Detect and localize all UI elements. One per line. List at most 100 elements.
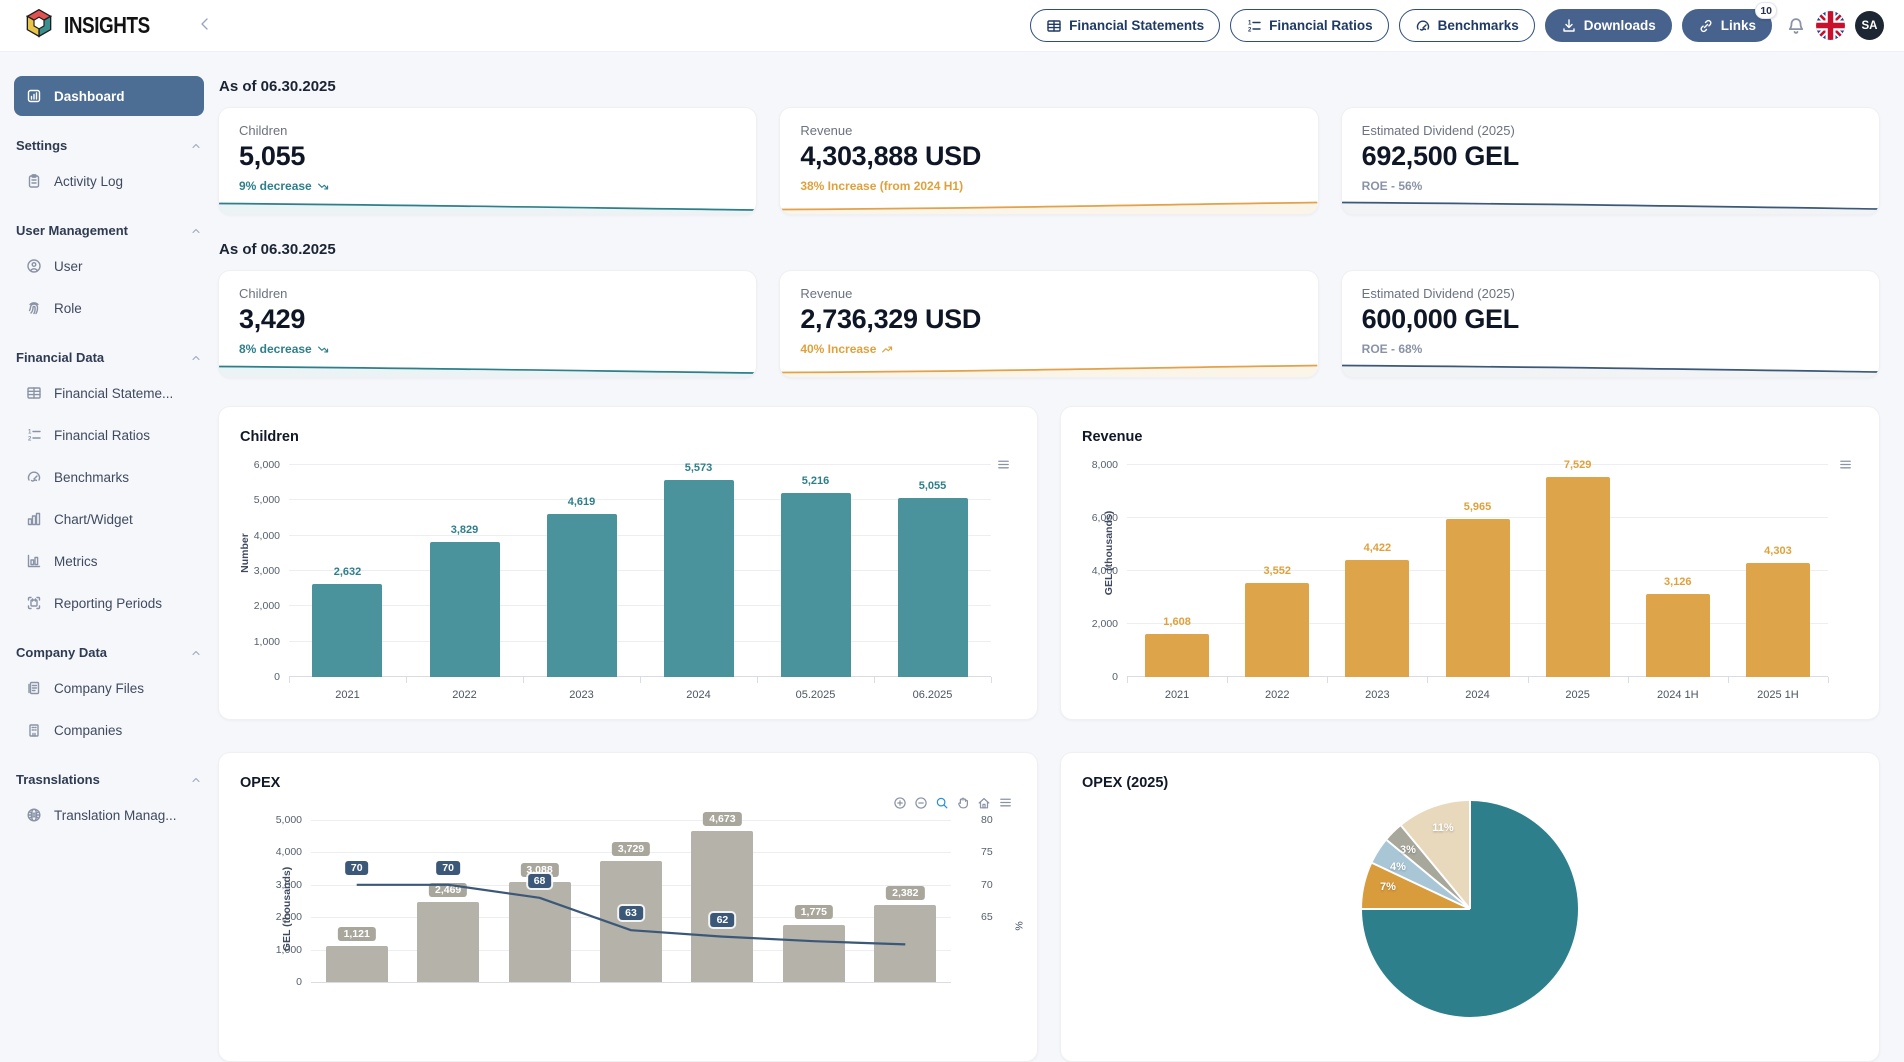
y-axis-label: GEL (thousands) bbox=[1103, 511, 1115, 595]
svg-text:2: 2 bbox=[1248, 27, 1252, 33]
x-axis-tick-label: 2022 bbox=[1265, 689, 1289, 701]
sidebar-item-translation-manag-[interactable]: Translation Manag... bbox=[14, 795, 204, 835]
button-label: Links bbox=[1721, 18, 1756, 33]
sidebar-item-role[interactable]: Role bbox=[14, 288, 204, 328]
bar-value-label: 5,573 bbox=[685, 462, 713, 474]
sidebar-collapse-button[interactable] bbox=[197, 16, 213, 36]
sidebar-section-financial-data[interactable]: Financial Data bbox=[16, 350, 202, 365]
x-axis-tick-mark bbox=[1327, 677, 1328, 683]
gridline bbox=[311, 820, 951, 821]
bar-value-label: 5,055 bbox=[919, 480, 947, 492]
svg-text:1: 1 bbox=[28, 430, 32, 436]
x-axis-tick-mark bbox=[1828, 677, 1829, 683]
chart-menu-icon[interactable] bbox=[996, 457, 1011, 475]
sidebar-item-financial-stateme-[interactable]: Financial Stateme... bbox=[14, 373, 204, 413]
bar-value-label: 4,619 bbox=[568, 496, 596, 508]
sidebar-item-company-files[interactable]: Company Files bbox=[14, 668, 204, 708]
sidebar-section-trasnslations[interactable]: Trasnslations bbox=[16, 772, 202, 787]
user-avatar[interactable]: SA bbox=[1855, 11, 1884, 40]
gridline bbox=[1127, 517, 1828, 518]
menu-icon[interactable] bbox=[998, 795, 1013, 810]
sidebar-section-title: Financial Data bbox=[16, 350, 104, 365]
chevron-up-icon bbox=[190, 774, 202, 786]
as-of-label: As of 06.30.2025 bbox=[219, 241, 1880, 258]
pie-slice-label: 7% bbox=[1380, 881, 1396, 893]
insights-logo-icon bbox=[24, 8, 54, 43]
sidebar-item-dashboard[interactable]: Dashboard bbox=[14, 76, 204, 116]
opex-line-value-chip: 70 bbox=[436, 861, 460, 875]
x-axis-tick-mark bbox=[1528, 677, 1529, 683]
sidebar-section-settings[interactable]: Settings bbox=[16, 138, 202, 153]
kpi-sparkline bbox=[1342, 362, 1879, 377]
sidebar-item-benchmarks[interactable]: Benchmarks bbox=[14, 457, 204, 497]
sidebar-section-user-management[interactable]: User Management bbox=[16, 223, 202, 238]
chart-menu-icon[interactable] bbox=[1838, 457, 1853, 475]
x-axis-tick-label: 2024 bbox=[1465, 689, 1489, 701]
table-icon bbox=[1046, 18, 1062, 34]
financial-statements-button[interactable]: Financial Statements bbox=[1030, 9, 1220, 42]
sidebar-item-metrics[interactable]: Metrics bbox=[14, 541, 204, 581]
y-axis-tick-label: 0 bbox=[1112, 671, 1118, 683]
kpi-card-label: Revenue bbox=[800, 286, 1297, 301]
home-icon[interactable] bbox=[977, 796, 991, 810]
kpi-card-value: 5,055 bbox=[239, 141, 736, 172]
sidebar-item-companies[interactable]: Companies bbox=[14, 710, 204, 750]
metrics-icon bbox=[26, 553, 42, 569]
sidebar-item-chart-widget[interactable]: Chart/Widget bbox=[14, 499, 204, 539]
benchmarks-button[interactable]: Benchmarks bbox=[1399, 9, 1535, 42]
sidebar-item-user[interactable]: User bbox=[14, 246, 204, 286]
kpi-card-label: Estimated Dividend (2025) bbox=[1362, 286, 1859, 301]
kpi-sparkline bbox=[780, 199, 1317, 214]
download-icon bbox=[1561, 18, 1577, 34]
notifications-bell-icon[interactable] bbox=[1786, 16, 1806, 36]
sidebar-item-label: Dashboard bbox=[54, 89, 125, 104]
bar-value-label: 3,552 bbox=[1263, 565, 1291, 577]
opex-bar-value-chip: 1,775 bbox=[795, 905, 833, 919]
link-icon bbox=[1698, 18, 1714, 34]
pie-slice-separator bbox=[1469, 801, 1471, 909]
sidebar-section-company-data[interactable]: Company Data bbox=[16, 645, 202, 660]
y-axis-tick-label: 0 bbox=[296, 976, 302, 988]
x-axis-tick-mark bbox=[1227, 677, 1228, 683]
language-uk-flag-icon[interactable] bbox=[1816, 11, 1845, 40]
opex-bar bbox=[783, 925, 845, 983]
sidebar-item-activity-log[interactable]: Activity Log bbox=[14, 161, 204, 201]
bar-05.2025 bbox=[781, 493, 851, 677]
kpi-card-subtext: ROE - 68% bbox=[1362, 342, 1859, 356]
downloads-button[interactable]: Downloads bbox=[1545, 9, 1672, 42]
sidebar-item-label: Companies bbox=[54, 723, 122, 738]
opex-line-value-chip: 62 bbox=[711, 913, 735, 927]
chevron-up-icon bbox=[190, 140, 202, 152]
globe-icon bbox=[26, 807, 42, 823]
right-axis-tick-label: 80 bbox=[981, 814, 993, 826]
bar-2023 bbox=[547, 514, 617, 677]
x-axis-tick-mark bbox=[1728, 677, 1729, 683]
sidebar-item-label: Financial Stateme... bbox=[54, 386, 173, 401]
pan-hand-icon[interactable] bbox=[956, 796, 970, 810]
button-label: Financial Statements bbox=[1069, 18, 1204, 33]
right-axis-tick-label: 75 bbox=[981, 846, 993, 858]
sidebar-item-reporting-periods[interactable]: Reporting Periods bbox=[14, 583, 204, 623]
bar-2025 1H bbox=[1746, 563, 1810, 677]
bar-2024 bbox=[664, 480, 734, 677]
x-axis-tick-label: 2023 bbox=[569, 689, 593, 701]
sidebar-section-title: Trasnslations bbox=[16, 772, 100, 787]
as-of-label: As of 06.30.2025 bbox=[219, 78, 1880, 95]
trend-up-icon bbox=[881, 343, 894, 356]
kpi-sub-label: 40% Increase bbox=[800, 342, 876, 356]
svg-text:2: 2 bbox=[28, 437, 32, 443]
x-axis-tick-label: 2021 bbox=[1165, 689, 1189, 701]
x-axis-tick-mark bbox=[523, 677, 524, 683]
kpi-card-label: Children bbox=[239, 123, 736, 138]
gridline bbox=[289, 499, 991, 500]
building-icon bbox=[26, 722, 42, 738]
bar-2021 bbox=[1145, 634, 1209, 677]
